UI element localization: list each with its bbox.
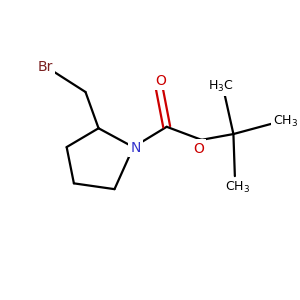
Text: O: O — [155, 74, 166, 88]
Text: CH$_3$: CH$_3$ — [273, 113, 298, 128]
Text: H$_3$C: H$_3$C — [208, 79, 233, 94]
Text: O: O — [193, 142, 204, 155]
Text: CH$_3$: CH$_3$ — [225, 180, 250, 195]
Text: N: N — [130, 141, 141, 155]
Text: Br: Br — [37, 60, 52, 74]
